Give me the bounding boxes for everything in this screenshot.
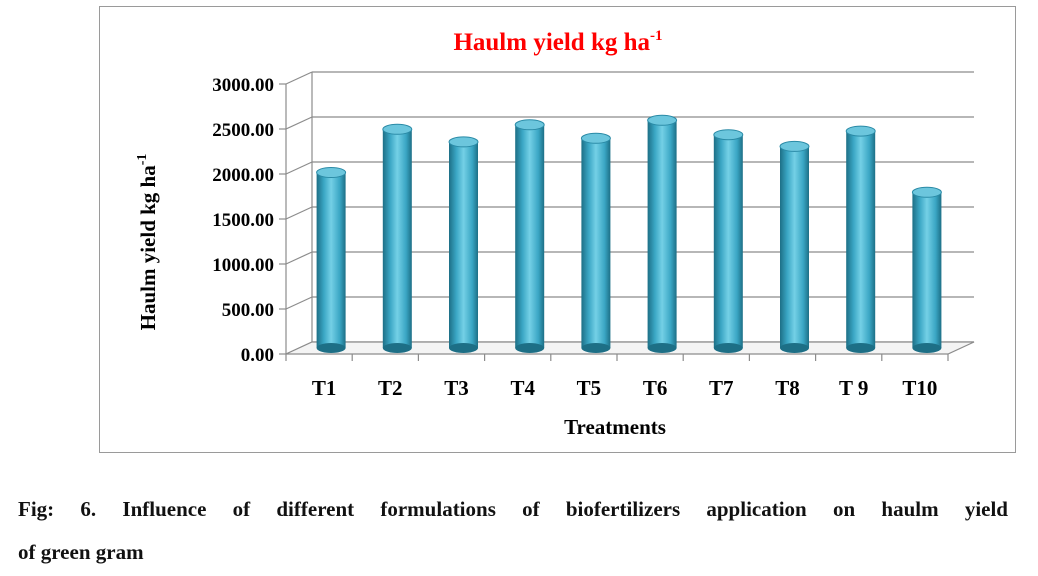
bar-top: [580, 132, 611, 144]
bar-base: [780, 343, 809, 353]
figure-caption-line-1: Fig: 6. Influence of different formulati…: [18, 497, 1008, 521]
bar: [448, 136, 479, 353]
y-axis-label: Haulm yield kg ha-1: [135, 154, 160, 331]
bar-base: [515, 343, 545, 353]
bar: [911, 186, 942, 353]
chart-title-superscript: -1: [650, 28, 663, 44]
bar-chart: 0.00 500.00 1000.00 1500.00 2000.00 2500.00 30…: [135, 28, 975, 439]
bar-base: [647, 343, 677, 353]
bar-body: [846, 131, 876, 348]
y-tick-label: 3000.00: [212, 75, 274, 96]
bar: [514, 119, 545, 353]
bar-body: [912, 192, 942, 348]
bar-body: [316, 172, 346, 348]
side-wall-gridline: [285, 251, 313, 265]
y-tick-label: 1500.00: [212, 210, 274, 231]
bar-top: [382, 123, 413, 135]
bar-top: [713, 129, 744, 141]
bar-base: [912, 343, 942, 353]
bar: [316, 167, 347, 353]
bar-base: [382, 343, 412, 353]
bar-top: [316, 167, 347, 178]
bar: [779, 140, 810, 353]
bar-top: [779, 140, 810, 152]
y-tick-label: 2000.00: [212, 165, 274, 186]
x-tick-label: T6: [643, 376, 668, 400]
y-tick-label: 0.00: [241, 345, 274, 366]
x-tick-label: T3: [444, 376, 469, 400]
y-axis-label-text: Haulm yield kg ha: [136, 165, 160, 331]
bar-body: [449, 141, 478, 348]
x-tick-label: T4: [510, 376, 535, 400]
bar: [580, 132, 611, 353]
bar: [713, 129, 744, 353]
bar-top: [514, 119, 545, 131]
y-tick-label: 1000.00: [212, 255, 274, 276]
y-tick-label: 2500.00: [212, 120, 274, 141]
bar: [382, 123, 413, 353]
bar-base: [581, 343, 611, 353]
bar-body: [780, 146, 809, 348]
x-tick-label: T5: [577, 376, 602, 400]
bar-top: [647, 114, 678, 126]
x-tick-label: T7: [709, 376, 734, 400]
bar-base: [449, 343, 478, 353]
x-tick-label: T10: [902, 376, 937, 400]
side-wall-gridline: [285, 206, 313, 220]
bar: [845, 125, 876, 353]
x-tick-label: T1: [312, 376, 337, 400]
y-tick-label: 500.00: [222, 300, 274, 321]
figure-caption-line-2: of green gram: [18, 540, 144, 564]
bar-body: [515, 124, 545, 348]
chart-title-text: Haulm yield kg ha: [453, 29, 650, 56]
chart-title: Haulm yield kg ha-1: [453, 28, 662, 56]
y-axis-label-superscript: -1: [135, 154, 150, 166]
bar-base: [713, 343, 743, 353]
bar-top: [911, 186, 942, 198]
bar-base: [316, 343, 346, 353]
bar-top: [448, 136, 479, 148]
x-axis-label: Treatments: [564, 415, 666, 439]
bars-layer: [316, 114, 942, 353]
bar-base: [846, 343, 876, 353]
chart-frame: 0.00 500.00 1000.00 1500.00 2000.00 2500.00 30…: [99, 6, 1016, 453]
x-tick-label: T 9: [839, 376, 868, 400]
bar: [647, 114, 678, 353]
x-tick-label: T8: [775, 376, 800, 400]
bar-body: [647, 120, 677, 348]
x-tick-label: T2: [378, 376, 403, 400]
labels-layer: 0.00 500.00 1000.00 1500.00 2000.00 2500.00 30…: [212, 75, 937, 400]
bar-body: [382, 129, 412, 348]
side-wall-gridline: [285, 71, 313, 85]
bar-body: [713, 134, 743, 348]
bar-top: [845, 125, 876, 137]
side-wall-gridline: [285, 116, 313, 130]
bar-body: [581, 138, 611, 348]
side-wall-gridline: [285, 161, 313, 175]
side-wall-gridline: [285, 296, 313, 310]
